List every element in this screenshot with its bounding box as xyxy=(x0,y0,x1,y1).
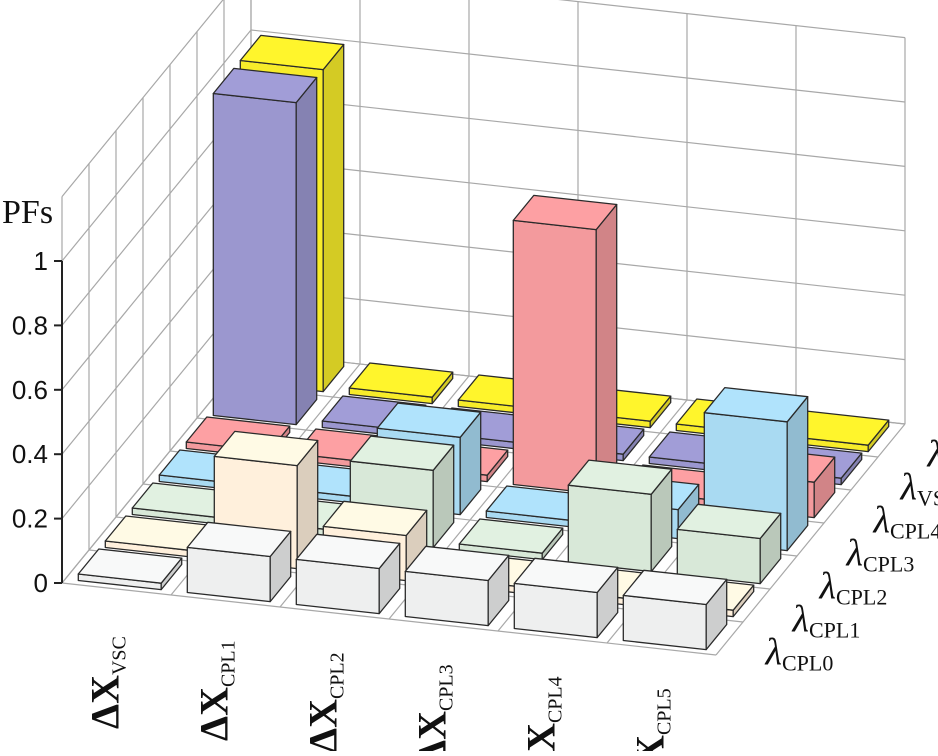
z-tick-label: 0.8 xyxy=(12,310,48,340)
x-tick-label: ΔXCPL2 xyxy=(301,652,349,751)
z-axis: 0 0.2 0.4 0.6 0.8 1 PFs xyxy=(2,194,62,598)
bar xyxy=(213,68,316,424)
z-tick-label: 0.2 xyxy=(12,504,48,534)
bar xyxy=(296,534,399,613)
bar xyxy=(349,363,452,404)
bar-front-face xyxy=(513,220,596,493)
bar xyxy=(405,546,508,625)
bar-front-face xyxy=(568,485,651,571)
bar-side-face xyxy=(296,78,317,425)
bar xyxy=(623,570,726,649)
bar-side-face xyxy=(787,397,808,551)
x-tick-label: ΔXCPL3 xyxy=(410,664,458,751)
bar-front-face xyxy=(213,94,296,425)
y-tick-label: λVSC2 xyxy=(927,434,938,478)
x-tick-label: ΔXCPL4 xyxy=(519,676,567,751)
bar-side-face xyxy=(323,45,344,392)
bar-side-face xyxy=(596,205,617,494)
z-tick-label: 0.6 xyxy=(12,375,48,405)
bar xyxy=(187,522,290,601)
bar xyxy=(677,504,780,583)
bar xyxy=(568,460,671,571)
x-tick-label: ΔXCPL5 xyxy=(628,688,676,751)
bar xyxy=(78,549,181,590)
x-axis-labels: ΔXVSC ΔXCPL1 ΔXCPL2 ΔXCPL3 ΔXCPL4 ΔXCPL5 xyxy=(83,636,676,751)
z-axis-title: PFs xyxy=(2,194,53,231)
x-tick-label: ΔXVSC xyxy=(83,636,131,729)
x-tick-label: ΔXCPL1 xyxy=(192,640,240,741)
z-tick-label: 0 xyxy=(34,568,48,598)
bar xyxy=(514,558,617,637)
z-tick-label: 1 xyxy=(34,246,48,276)
bars xyxy=(78,35,888,649)
bar xyxy=(513,195,616,493)
z-tick-label: 0.4 xyxy=(12,439,48,469)
